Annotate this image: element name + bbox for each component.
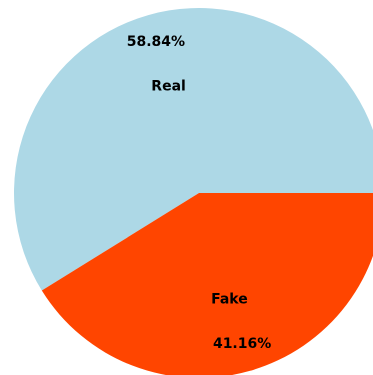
slice-label-real: Real [151,78,186,94]
slice-percent-fake: 41.16% [213,336,271,352]
pie-slice-fake [41,193,373,375]
slice-percent-real: 58.84% [127,34,185,50]
pie-slice-real [14,8,373,291]
slice-label-fake: Fake [211,292,248,308]
